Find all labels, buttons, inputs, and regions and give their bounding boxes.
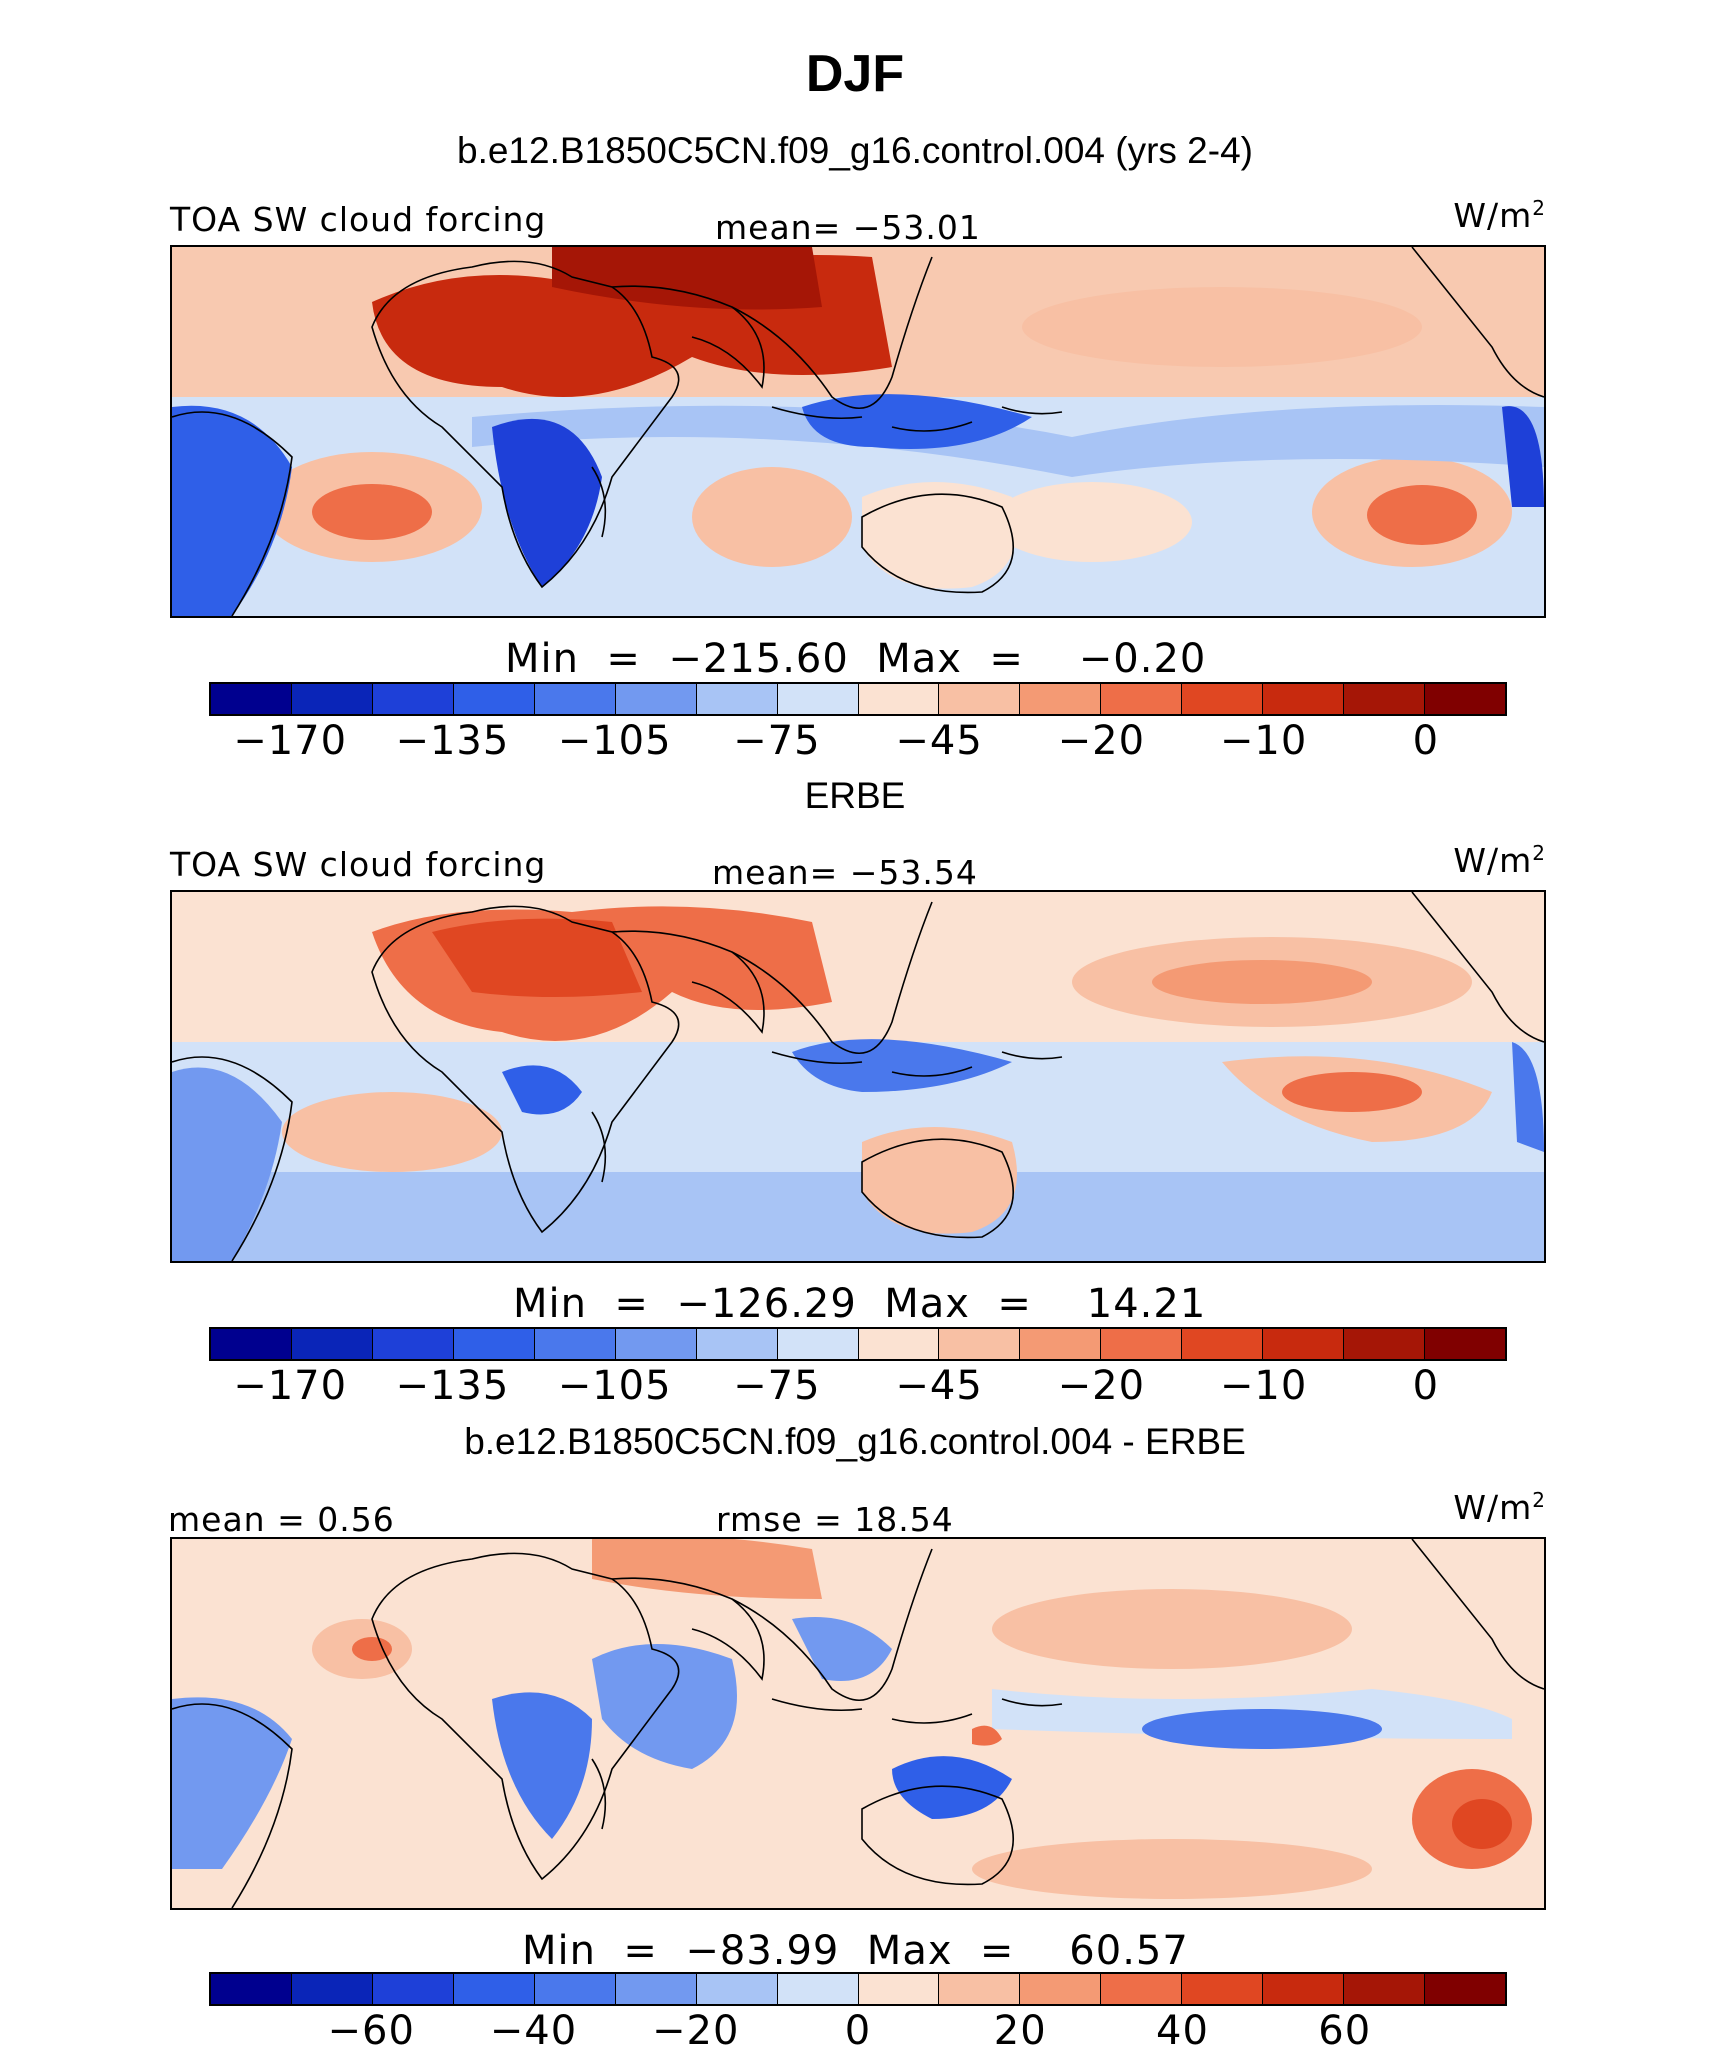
panel3-rmse-label: rmse = 18.54: [716, 1500, 954, 1539]
colorbar-swatch: [211, 1974, 292, 2004]
colorbar-swatch: [534, 1329, 616, 1359]
colorbar-tick-label: −10: [1219, 1363, 1308, 1409]
colorbar-swatch: [858, 1974, 940, 2004]
colorbar-swatch: [1344, 1974, 1426, 2004]
colorbar-tick-label: 20: [993, 2008, 1047, 2054]
colorbar-tick-label: −45: [895, 1363, 983, 1409]
colorbar-swatch: [1182, 1329, 1264, 1359]
colorbar-swatch: [1425, 684, 1505, 714]
colorbar-swatch: [858, 1329, 940, 1359]
colorbar-swatch: [1101, 1329, 1183, 1359]
colorbar-tick-label: −20: [1057, 718, 1146, 764]
panel2-colorbar-ticks: −170 −135 −105 −75 −45 −20 −10 0: [209, 1363, 1507, 1411]
colorbar-swatch: [1263, 1329, 1345, 1359]
colorbar-swatch: [1425, 1974, 1505, 2004]
panel1-colorbar: [209, 682, 1507, 716]
panel1-variable-label: TOA SW cloud forcing: [170, 200, 547, 239]
colorbar-tick-label: −20: [652, 2008, 740, 2054]
colorbar-tick-label: −105: [557, 1363, 672, 1409]
panel2-minmax: Min = −126.29 Max = 14.21: [513, 1281, 1207, 1327]
colorbar-swatch: [1263, 684, 1345, 714]
colorbar-swatch: [615, 684, 697, 714]
colorbar-tick-label: −75: [733, 718, 821, 764]
panel3-map: [170, 1537, 1546, 1910]
colorbar-swatch: [372, 1974, 454, 2004]
colorbar-tick-label: −135: [395, 1363, 510, 1409]
colorbar-swatch: [453, 1974, 535, 2004]
colorbar-tick-label: 60: [1318, 2008, 1372, 2054]
colorbar-swatch: [777, 1974, 859, 2004]
panel1-title: b.e12.B1850C5CN.f09_g16.control.004 (yrs…: [457, 130, 1253, 171]
colorbar-tick-label: 40: [1156, 2008, 1209, 2054]
panel3-minmax: Min = −83.99 Max = 60.57: [522, 1928, 1189, 1974]
colorbar-swatch: [939, 1329, 1021, 1359]
colorbar-swatch: [372, 684, 454, 714]
colorbar-tick-label: 0: [844, 2008, 872, 2054]
panel2-colorbar: [209, 1327, 1507, 1361]
panel2-map-svg: [172, 892, 1544, 1261]
panel1-minmax: Min = −215.60 Max = −0.20: [505, 636, 1207, 682]
colorbar-swatch: [211, 684, 292, 714]
panel3-title: b.e12.B1850C5CN.f09_g16.control.004 - ER…: [464, 1421, 1246, 1462]
colorbar-tick-label: −75: [733, 1363, 821, 1409]
colorbar-swatch: [291, 684, 373, 714]
colorbar-tick-label: −10: [1219, 718, 1308, 764]
panel1-map: [170, 245, 1546, 618]
colorbar-swatch: [1020, 1974, 1102, 2004]
panel2-title: ERBE: [804, 775, 906, 816]
colorbar-swatch: [696, 684, 778, 714]
colorbar-swatch: [534, 684, 616, 714]
colorbar-swatch: [1344, 684, 1426, 714]
colorbar-swatch: [615, 1974, 697, 2004]
colorbar-swatch: [1020, 1329, 1102, 1359]
colorbar-swatch: [696, 1974, 778, 2004]
colorbar-swatch: [939, 684, 1021, 714]
panel3-mean-label: mean = 0.56: [168, 1500, 395, 1539]
colorbar-tick-label: −135: [395, 718, 510, 764]
colorbar-swatch: [858, 684, 940, 714]
colorbar-tick-label: −170: [233, 1363, 348, 1409]
colorbar-swatch: [777, 1329, 859, 1359]
panel2-map: [170, 890, 1546, 1263]
colorbar-swatch: [1425, 1329, 1505, 1359]
colorbar-swatch: [1263, 1974, 1345, 2004]
colorbar-tick-label: −20: [1057, 1363, 1146, 1409]
panel3-colorbar-ticks: −60 −40 −20 0 20 40 60: [209, 2008, 1507, 2056]
colorbar-swatch: [291, 1974, 373, 2004]
panel3-colorbar: [209, 1972, 1507, 2006]
colorbar-swatch: [777, 684, 859, 714]
colorbar-tick-label: −170: [233, 718, 348, 764]
panel2-variable-label: TOA SW cloud forcing: [170, 845, 547, 884]
panel3-units-label: W/m2: [1453, 1488, 1546, 1527]
colorbar-tick-label: 0: [1412, 1363, 1440, 1409]
colorbar-swatch: [291, 1329, 373, 1359]
panel1-colorbar-ticks: −170 −135 −105 −75 −45 −20 −10 0: [209, 718, 1507, 766]
colorbar-swatch: [1101, 684, 1183, 714]
colorbar-swatch: [211, 1329, 292, 1359]
figure-title: DJF: [805, 45, 905, 103]
colorbar-tick-label: −40: [489, 2008, 578, 2054]
panel2-units-label: W/m2: [1453, 841, 1546, 880]
colorbar-swatch: [453, 684, 535, 714]
colorbar-swatch: [1344, 1329, 1426, 1359]
colorbar-swatch: [372, 1329, 454, 1359]
panel2-mean-label: mean= −53.54: [712, 853, 978, 892]
colorbar-tick-label: 0: [1412, 718, 1440, 764]
panel1-map-svg: [172, 247, 1544, 616]
colorbar-swatch: [1101, 1974, 1183, 2004]
panel1-units-label: W/m2: [1453, 196, 1546, 235]
colorbar-swatch: [939, 1974, 1021, 2004]
colorbar-swatch: [534, 1974, 616, 2004]
colorbar-swatch: [1020, 684, 1102, 714]
colorbar-swatch: [1182, 1974, 1264, 2004]
panel3-map-svg: [172, 1539, 1544, 1908]
colorbar-tick-label: −105: [557, 718, 672, 764]
colorbar-swatch: [615, 1329, 697, 1359]
panel1-mean-label: mean= −53.01: [715, 208, 981, 247]
colorbar-swatch: [453, 1329, 535, 1359]
colorbar-tick-label: −60: [327, 2008, 415, 2054]
colorbar-swatch: [1182, 684, 1264, 714]
colorbar-swatch: [696, 1329, 778, 1359]
colorbar-tick-label: −45: [895, 718, 983, 764]
